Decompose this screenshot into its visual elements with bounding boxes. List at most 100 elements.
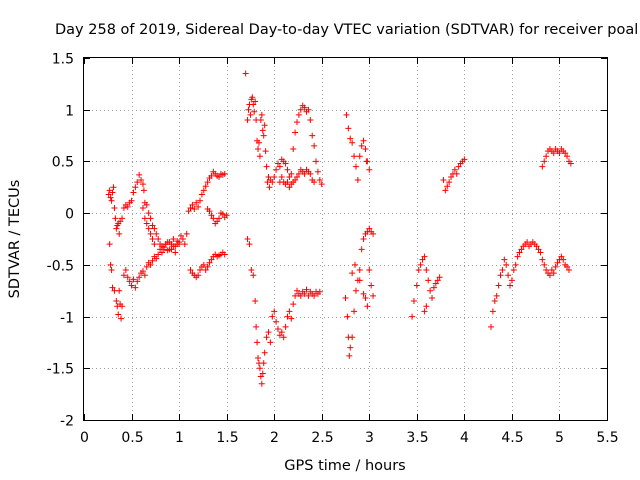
- data-point: [256, 365, 263, 372]
- x-tick-label: 4: [460, 430, 469, 446]
- data-point: [533, 243, 540, 250]
- data-point: [147, 230, 154, 237]
- data-point: [269, 313, 276, 320]
- data-point: [543, 267, 550, 274]
- data-point: [132, 284, 139, 291]
- data-point: [318, 181, 325, 188]
- data-point: [183, 230, 190, 237]
- data-point: [195, 272, 202, 279]
- data-point: [514, 253, 521, 260]
- data-point: [352, 163, 359, 170]
- data-point: [541, 261, 548, 268]
- data-point: [516, 249, 523, 256]
- data-point: [349, 139, 356, 146]
- data-point: [343, 111, 350, 118]
- data-point: [247, 111, 254, 118]
- data-point: [197, 267, 204, 274]
- data-point: [567, 160, 574, 167]
- data-point: [252, 298, 259, 305]
- y-tick-label: 0.5: [52, 155, 74, 171]
- data-point: [147, 215, 154, 222]
- y-axis-label: SDTVAR / TECUs: [7, 180, 23, 299]
- data-point: [193, 199, 200, 206]
- data-point: [282, 323, 289, 330]
- data-point: [421, 308, 428, 315]
- data-point: [170, 236, 177, 242]
- data-point: [413, 282, 420, 289]
- data-point: [366, 225, 373, 232]
- y-tick-label: 0: [65, 207, 74, 223]
- data-point: [141, 272, 148, 279]
- data-point: [307, 117, 314, 124]
- data-point: [204, 263, 211, 270]
- x-axis-ticks: 0 0.5 1 1.5 2 2.5 3 3.5 4 4.5 5 5.5: [80, 58, 619, 446]
- data-points: [105, 70, 574, 387]
- data-point: [430, 284, 437, 291]
- data-point: [352, 287, 359, 294]
- data-point: [288, 170, 295, 177]
- x-tick-label: 0.5: [121, 430, 143, 446]
- data-point: [311, 142, 318, 149]
- data-point: [507, 282, 514, 289]
- data-point: [259, 370, 266, 377]
- data-point: [432, 280, 439, 287]
- data-point: [122, 267, 129, 274]
- data-point: [106, 241, 113, 248]
- data-point: [139, 204, 146, 211]
- data-point: [370, 230, 377, 237]
- data-point: [108, 267, 115, 274]
- data-point: [139, 181, 146, 188]
- data-point: [263, 334, 270, 341]
- data-point: [244, 236, 251, 242]
- x-tick-label: 2: [270, 430, 279, 446]
- data-point: [286, 173, 293, 180]
- data-point: [366, 166, 373, 173]
- data-point: [286, 184, 293, 191]
- data-point: [305, 106, 312, 113]
- data-point: [307, 170, 314, 177]
- data-point: [493, 292, 500, 299]
- data-point: [189, 201, 196, 208]
- data-point: [429, 294, 436, 301]
- data-point: [541, 158, 548, 165]
- data-point: [284, 179, 291, 186]
- data-point: [436, 274, 443, 281]
- data-point: [107, 194, 114, 201]
- data-point: [157, 246, 164, 253]
- data-point: [274, 160, 281, 167]
- data-point: [109, 284, 116, 291]
- data-point: [499, 267, 506, 274]
- data-point: [250, 272, 257, 279]
- data-point: [501, 256, 508, 263]
- data-point: [271, 173, 278, 180]
- data-point: [539, 163, 546, 170]
- data-point: [316, 177, 323, 184]
- data-point: [345, 125, 352, 132]
- data-point: [172, 249, 179, 256]
- data-point: [176, 241, 183, 248]
- data-point: [356, 267, 363, 274]
- data-point: [120, 204, 127, 211]
- data-point: [505, 272, 512, 279]
- data-point: [284, 166, 291, 173]
- data-point: [174, 238, 181, 245]
- data-point: [212, 220, 219, 227]
- data-point: [342, 294, 349, 301]
- chart-title: Day 258 of 2019, Sidereal Day-to-day VTE…: [55, 22, 638, 38]
- data-point: [112, 215, 119, 222]
- data-point: [255, 146, 262, 153]
- data-point: [105, 191, 112, 198]
- data-point: [363, 158, 370, 165]
- data-point: [120, 272, 127, 279]
- data-point: [155, 236, 162, 242]
- data-point: [564, 263, 571, 270]
- data-point: [364, 303, 371, 310]
- data-point: [261, 349, 268, 356]
- data-point: [425, 277, 432, 284]
- data-point: [124, 203, 131, 210]
- data-point: [115, 311, 122, 318]
- data-point: [252, 98, 259, 105]
- data-point: [145, 225, 152, 232]
- data-point: [119, 303, 126, 310]
- data-point: [297, 292, 304, 299]
